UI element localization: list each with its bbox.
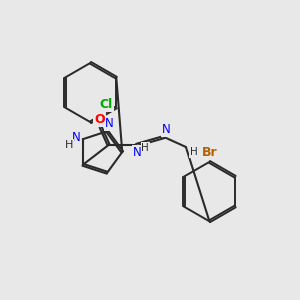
Text: H: H (65, 140, 73, 150)
Text: Br: Br (202, 146, 217, 160)
Text: O: O (94, 113, 105, 126)
Text: N: N (162, 123, 170, 136)
Text: N: N (105, 117, 114, 130)
Text: H: H (141, 143, 149, 153)
Text: N: N (133, 146, 142, 159)
Text: N: N (71, 131, 80, 144)
Text: Cl: Cl (100, 98, 113, 111)
Text: H: H (190, 147, 198, 157)
